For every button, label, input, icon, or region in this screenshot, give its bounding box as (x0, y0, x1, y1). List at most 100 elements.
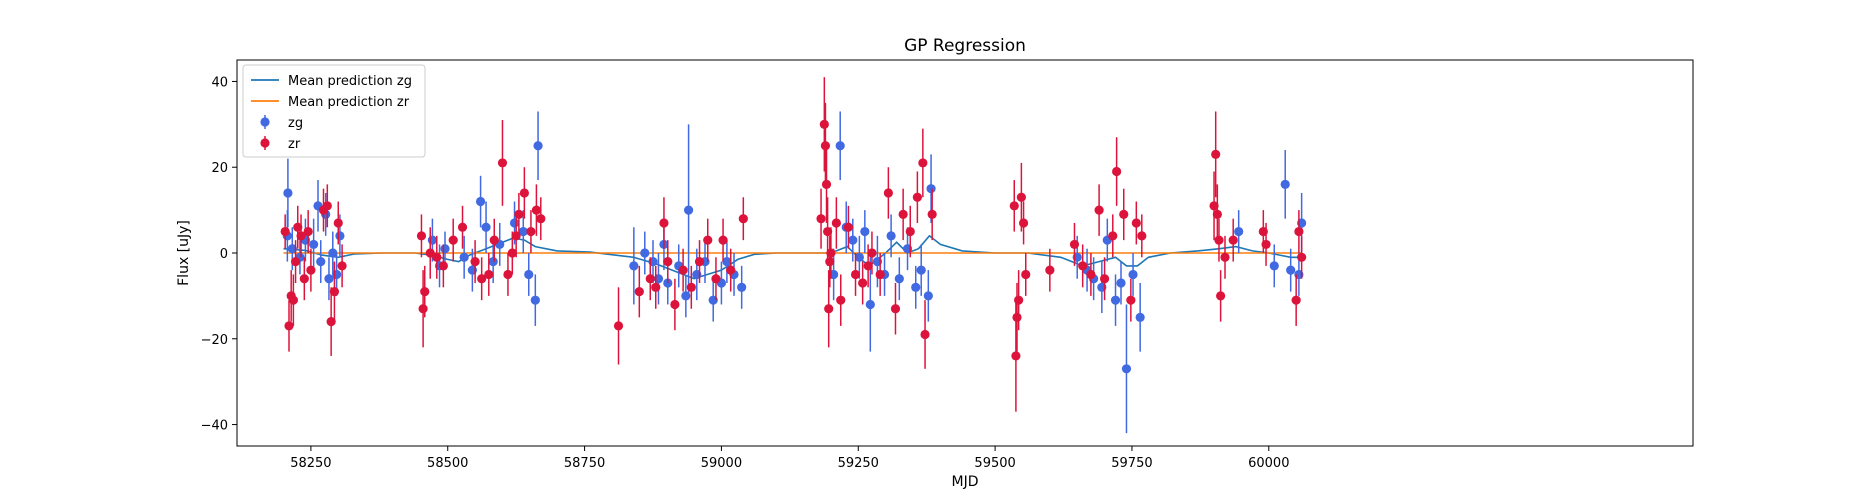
zr-point (920, 329, 930, 340)
x-tick-label: 58250 (290, 456, 331, 471)
zr-point (823, 226, 833, 237)
zr-point (293, 222, 303, 232)
zr-point (1228, 235, 1238, 245)
zg-point (848, 235, 858, 245)
zr-point (1014, 295, 1024, 305)
zg-point (886, 231, 896, 241)
zr-point (526, 226, 536, 237)
zg-point (328, 248, 338, 258)
zg-point (518, 226, 528, 237)
zr-point (531, 205, 542, 215)
zg-point (488, 256, 498, 267)
x-axis-ticks: 58250 58500 58750 59000 59250 59500 59750 60000 (290, 446, 1289, 471)
zg-point (835, 141, 845, 151)
x-tick-label: 59500 (974, 456, 1015, 471)
zr-point (1261, 239, 1271, 250)
zr-point (875, 269, 885, 280)
zr-point (645, 274, 655, 284)
y-tick-label: 20 (211, 161, 228, 176)
zg-point (916, 265, 926, 275)
y-tick-label: 40 (211, 75, 228, 90)
y-axis-ticks: −40 −20 0 20 40 (201, 75, 237, 434)
zr-point (686, 282, 696, 292)
zr-point (820, 141, 831, 151)
zr-point (1220, 252, 1230, 262)
zr-point (337, 261, 347, 271)
y-tick-label: −40 (201, 419, 228, 434)
x-tick-label: 59750 (1111, 456, 1152, 471)
zg-point (440, 244, 450, 254)
x-axis-label: MJD (952, 474, 979, 490)
zr-point (280, 226, 290, 237)
zr-point (1078, 261, 1088, 271)
zr-point (1021, 269, 1031, 280)
zg-point (865, 299, 875, 310)
zr-point (927, 209, 937, 219)
zr-point (477, 274, 487, 284)
zr-point (329, 287, 340, 297)
zg-point (309, 239, 319, 250)
zr-point (333, 218, 343, 228)
x-tick-label: 58500 (427, 456, 468, 471)
zr-point (1009, 201, 1019, 211)
legend-label: zg (288, 116, 303, 131)
x-tick-label: 60000 (1248, 456, 1289, 471)
zr-point (821, 179, 832, 189)
zg-point (1280, 179, 1290, 189)
legend-box (242, 64, 426, 158)
zr-point (678, 265, 688, 275)
zr-point (306, 265, 316, 275)
chart-title: GP Regression (904, 36, 1026, 56)
zr-point (634, 287, 644, 297)
zr-point (726, 265, 736, 275)
zr-point (819, 119, 829, 129)
zr-point (322, 201, 332, 211)
zr-point (1216, 291, 1226, 301)
zr-point (1209, 201, 1219, 211)
y-tick-label: −20 (201, 333, 228, 348)
zr-point (867, 248, 877, 258)
zr-point (1069, 239, 1080, 250)
zr-point (1016, 192, 1026, 202)
zg-point (335, 231, 345, 241)
zr-point (651, 282, 661, 292)
y-axis-label: Flux [uJy] (176, 220, 192, 286)
x-tick-label: 59000 (701, 456, 742, 471)
zr-point (457, 222, 468, 232)
zg-point (1234, 226, 1244, 237)
zr-point (1137, 231, 1147, 241)
zg-point (737, 282, 747, 292)
zr-point (470, 256, 480, 267)
zg-point (283, 188, 293, 198)
zr-point (1126, 295, 1136, 305)
zr-point (1212, 209, 1222, 219)
zr-point (703, 235, 713, 245)
zr-point (863, 261, 873, 271)
zr-point (1094, 205, 1104, 215)
zg-point (1116, 278, 1126, 288)
zr-point (438, 261, 448, 271)
plot-area (280, 77, 1307, 434)
zr-point (890, 304, 901, 314)
zg-point (926, 184, 936, 194)
legend: Mean prediction zg Mean prediction zr zg zr (242, 64, 426, 158)
zg-point (1110, 295, 1121, 305)
zr-point (484, 269, 494, 280)
zr-point (824, 304, 834, 314)
zr-point (420, 287, 430, 297)
zr-point (659, 218, 669, 228)
zg-point (475, 196, 486, 207)
zg-point (530, 295, 540, 305)
zg-point (683, 205, 694, 215)
zr-point (694, 256, 705, 267)
x-tick-label: 59250 (838, 456, 879, 471)
zr-point (1018, 218, 1029, 228)
zg-point (854, 252, 864, 262)
zr-point (507, 248, 517, 258)
zr-point (1099, 274, 1110, 284)
zg-point (722, 256, 732, 267)
zg-point (509, 218, 520, 228)
zg-point (332, 269, 342, 280)
zr-point (1012, 312, 1022, 322)
zr-point (425, 248, 435, 258)
